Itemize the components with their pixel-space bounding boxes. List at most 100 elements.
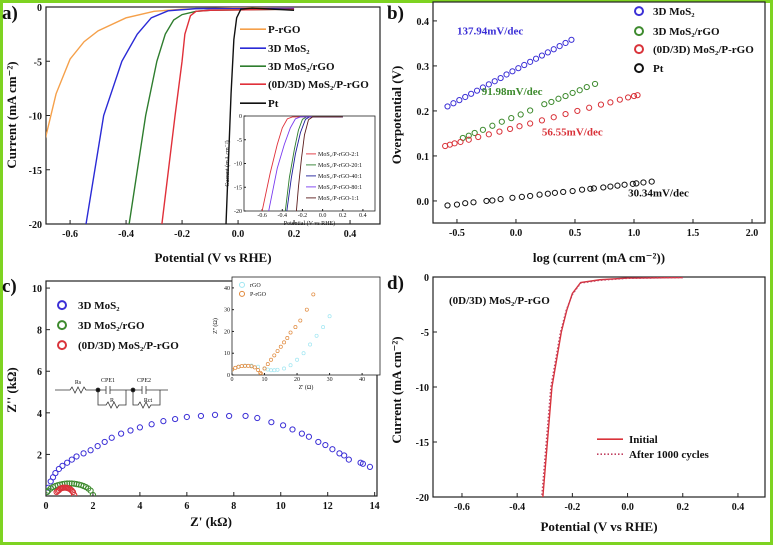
series-line [85,7,295,224]
plot-frame [231,276,381,376]
data-point [285,336,290,340]
data-point [607,99,614,106]
legend-label: 3D MoS₂ [268,43,310,55]
data-point [515,65,522,72]
data-point [262,366,267,371]
data-point [256,368,260,372]
annotation: 56.55mV/dec [542,127,603,139]
x-tick-label: 0 [44,501,49,512]
data-point [560,188,567,196]
data-point [590,185,597,192]
series-group [541,277,683,497]
data-point [211,411,219,419]
x-tick-label: -0.2 [564,502,580,513]
inset-x-axis-label: Potential (V vs RHE) [284,220,335,227]
x-tick-label: 0.0 [319,213,327,219]
data-point [341,452,348,459]
legend-label: 3D MoS₂/rGO [78,320,145,332]
data-point [288,363,293,368]
legend-marker [239,290,245,297]
data-point [298,430,305,437]
data-point [597,101,605,108]
panel-d: d) -0.6 -0.4 -0.2 0.0 0.2 0.4 0 -5 -10 -15 -20 Poten… [387,273,766,534]
y-tick-label: 40 [224,286,230,292]
data-point [574,107,581,115]
data-point [453,201,461,208]
cpe-icon [105,386,147,394]
y-axis-label: Current (mA cm⁻²) [389,336,404,443]
data-point [527,192,534,200]
data-point [462,93,469,101]
legend-marker [634,6,644,17]
data-point [506,125,514,133]
y-tick-label: 0 [227,373,230,379]
y-tick-label: -20 [29,220,42,231]
data-point [269,357,273,362]
legend-label: Pt [268,98,279,110]
data-point [46,488,51,496]
y-tick-label: -15 [416,438,429,449]
annotation: (0D/3D) MoS₂/P-rGO [449,295,550,307]
series-group [261,116,343,211]
data-point [64,459,71,466]
y-tick-label: -20 [234,209,242,215]
data-point [550,114,557,121]
data-point [160,418,167,425]
circuit-node [130,387,136,393]
y-tick-label: -20 [416,493,429,504]
x-axis-label: Potential (V vs RHE) [540,519,657,534]
data-point [321,325,326,330]
data-point [475,133,482,141]
data-point [629,180,636,187]
data-point [527,120,534,127]
legend-label: (0D/3D) MoS₂/P-rGO [78,340,179,352]
y-tick-label: 8 [37,326,42,337]
series-group [46,411,374,496]
data-point [233,365,238,370]
data-point [308,342,313,347]
inset-y-axis-label: Current (mA cm⁻²) [224,140,231,186]
data-point [275,349,280,353]
data-point [55,465,63,473]
y-tick-label: 10 [224,351,230,357]
data-point [451,140,458,147]
data-point [614,182,621,189]
data-point [479,126,487,133]
data-point [624,94,632,101]
x-tick-label: 14 [370,501,380,512]
x-tick-label: 2 [90,501,95,512]
inset-plot: -0.6 -0.4 -0.2 0.0 0.2 0.4 0 -5 -10 -15 -20 Potenti… [224,114,376,227]
x-axis-label: log (current (mA cm⁻²)) [533,250,665,265]
data-point [298,318,303,323]
data-point [69,488,77,496]
x-tick-label: 0.4 [344,229,357,240]
data-point [327,314,332,319]
y-tick-label: 6 [37,367,42,378]
legend-label: MoS₂/P-rGO-1:1 [318,196,359,202]
data-point [87,447,94,454]
legend-label: P-rGO [250,292,267,298]
series-group [442,36,655,209]
x-tick-label: 20 [294,377,300,383]
data-point [569,89,576,97]
y-tick-label: 0 [239,114,242,120]
data-point [468,90,475,97]
data-point [640,179,647,186]
x-tick-label: 10 [276,501,286,512]
data-point [148,421,155,428]
x-tick-label: 0.0 [510,228,523,239]
data-point [259,371,264,375]
legend-label: MoS₂/P-rGO-80:1 [318,185,362,191]
data-point [80,450,87,457]
legend-label: 3D MoS₂ [78,300,120,312]
legend-label: Initial [629,434,658,446]
data-point [68,456,75,463]
data-point [508,115,515,122]
x-tick-label: -0.6 [257,213,267,219]
data-point [489,122,496,129]
data-point [489,197,496,204]
legend-label: 3D MoS₂/rGO [268,61,335,73]
legend-label: P-rGO [268,24,301,36]
data-point [583,83,590,91]
data-point [550,46,557,53]
